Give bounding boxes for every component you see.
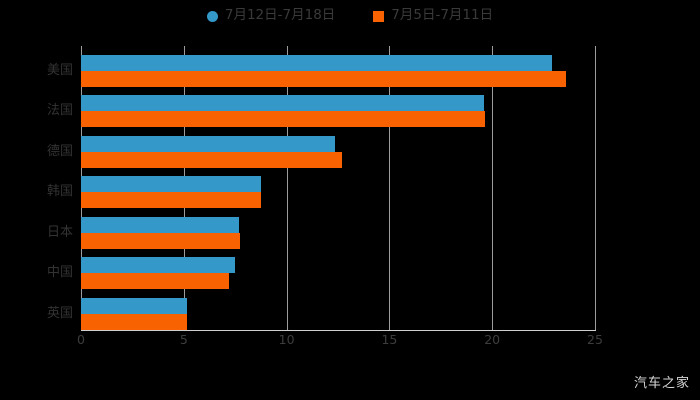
bar-row (81, 135, 595, 168)
gridline (595, 46, 596, 330)
bar-series-2[interactable] (81, 232, 241, 249)
y-axis-labels: 美国法国德国韩国日本中国英国 (7, 46, 73, 330)
bar-row (81, 216, 595, 249)
y-axis-label-2: 法国 (46, 103, 73, 119)
chart-legend: 7月12日-7月18日 7月5日-7月11日 (0, 5, 700, 27)
plot-area (81, 46, 596, 330)
legend-label-series-2: 7月5日-7月11日 (391, 7, 494, 24)
legend-label-series-1: 7月12日-7月18日 (224, 7, 336, 24)
gridline (286, 46, 288, 330)
y-axis-label-4: 韩国 (46, 184, 73, 200)
x-axis-tick-labels: 0 5 10 15 20 25 (0, 332, 700, 354)
bar-row (81, 54, 595, 87)
bar-series-2[interactable] (81, 111, 485, 128)
bar-row (81, 297, 595, 330)
legend-entry-series-2[interactable]: 7月5日-7月11日 (373, 9, 493, 23)
bar-series-1[interactable] (81, 297, 187, 314)
y-axis-label-3: 德国 (46, 143, 73, 159)
bar-series-1[interactable] (81, 95, 484, 112)
x-tick-label-6: 25 (587, 332, 603, 347)
gridline (492, 46, 494, 330)
x-tick-label-5: 20 (484, 332, 501, 347)
x-tick-label-1: 0 (77, 332, 85, 347)
bar-row (81, 257, 595, 290)
bar-series-1[interactable] (81, 135, 335, 152)
bar-row (81, 176, 595, 209)
bar-series-1[interactable] (81, 257, 236, 274)
x-tick-label-2: 5 (179, 332, 188, 347)
x-axis-line (81, 330, 596, 331)
legend-entry-series-1[interactable]: 7月12日-7月18日 (206, 7, 336, 24)
y-axis-label-1: 美国 (46, 62, 73, 78)
bar-row (81, 95, 595, 128)
bar-series-2[interactable] (81, 273, 230, 290)
bar-series-2[interactable] (81, 313, 187, 330)
bar-series-2[interactable] (81, 151, 343, 168)
x-tick-label-4: 15 (381, 332, 398, 347)
bar-series-2[interactable] (81, 192, 261, 209)
watermark: 汽车之家 (633, 376, 690, 391)
y-axis-label-6: 中国 (46, 265, 73, 281)
y-axis-label-7: 英国 (46, 305, 73, 321)
bar-series-1[interactable] (81, 54, 552, 71)
legend-marker-circle-icon (206, 10, 218, 22)
y-axis-label-5: 日本 (46, 224, 73, 240)
bar-series-2[interactable] (81, 70, 567, 87)
bar-series-1[interactable] (81, 176, 261, 193)
x-tick-label-3: 10 (278, 332, 295, 347)
bar-series-1[interactable] (81, 216, 240, 233)
legend-marker-square-icon (373, 10, 385, 22)
gridline (389, 46, 391, 330)
bar-rows (81, 46, 595, 330)
